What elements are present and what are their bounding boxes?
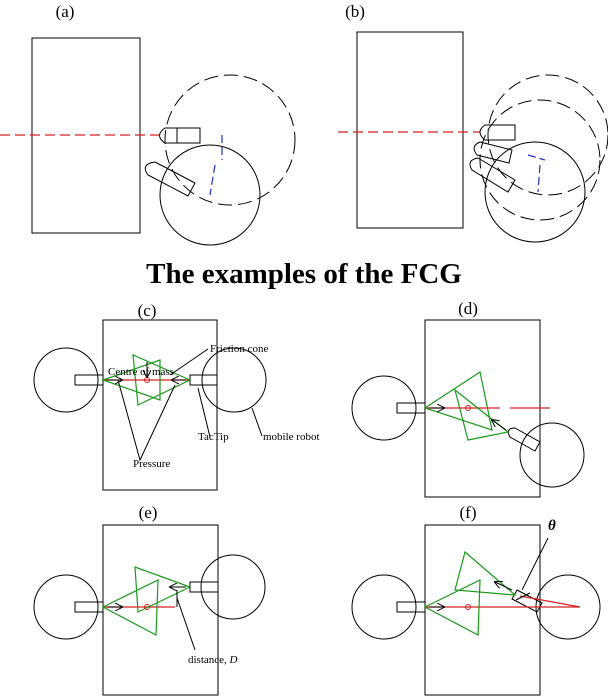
- panel-a: [0, 38, 295, 245]
- annotation: distance, D: [188, 654, 238, 666]
- annotation: TacTip: [198, 431, 229, 443]
- annotation-symbol: D: [229, 654, 238, 666]
- figure: (a) (b) The examples of the FCG (c): [0, 0, 608, 700]
- panel-label: (b): [345, 2, 365, 21]
- annotation: Pressure: [133, 458, 170, 470]
- panel-f: [352, 525, 600, 695]
- panel-label: (d): [458, 299, 478, 318]
- annotation: mobile robot: [263, 431, 320, 443]
- panel-label: (f): [460, 503, 477, 522]
- annotation: Centre of mass: [108, 366, 174, 378]
- panel-e: [34, 525, 265, 695]
- panel-label: (c): [138, 301, 157, 320]
- panel-label: (e): [139, 503, 158, 522]
- annotation-symbol: θ: [548, 518, 556, 534]
- heading: The examples of the FCG: [146, 258, 462, 290]
- panel-label: (a): [56, 2, 75, 21]
- panel-b: [338, 32, 608, 242]
- panel-d: [352, 320, 584, 497]
- annotation: Friction cone: [210, 343, 268, 355]
- annotation-text: distance,: [188, 654, 230, 666]
